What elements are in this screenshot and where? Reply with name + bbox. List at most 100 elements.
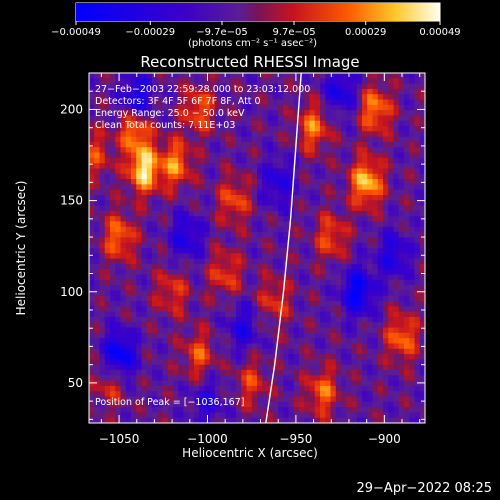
heatmap-cell <box>152 242 158 249</box>
heatmap-cell <box>251 78 258 84</box>
heatmap-cell <box>377 348 384 355</box>
heatmap-cell <box>372 200 379 206</box>
heatmap-cell <box>162 179 169 185</box>
heatmap-cell <box>89 210 95 217</box>
heatmap-cell <box>99 311 106 318</box>
heatmap-cell <box>419 141 426 148</box>
heatmap-cell <box>167 301 174 307</box>
heatmap-cell <box>125 94 132 100</box>
heatmap-cell <box>167 316 174 323</box>
heatmap-cell <box>283 354 289 360</box>
heatmap-cell <box>131 396 137 403</box>
heatmap-cell <box>351 316 358 323</box>
heatmap-cell <box>299 110 305 116</box>
heatmap-cell <box>367 120 373 127</box>
heatmap-cell <box>404 216 410 222</box>
heatmap-cell <box>288 104 295 111</box>
heatmap-cell <box>215 263 221 270</box>
heatmap-cell <box>393 285 400 291</box>
heatmap-cell <box>304 391 310 397</box>
heatmap-cell <box>141 338 148 344</box>
heatmap-cell <box>372 285 379 291</box>
heatmap-cell <box>167 163 174 169</box>
heatmap-cell <box>209 194 216 201</box>
heatmap-cell <box>272 237 279 244</box>
heatmap-cell <box>404 136 410 143</box>
heatmap-cell <box>94 412 100 419</box>
heatmap-cell <box>293 205 300 212</box>
heatmap-cell <box>351 104 358 111</box>
colorbar-swatch <box>226 3 229 21</box>
heatmap-cell <box>262 78 268 84</box>
heatmap-cell <box>419 301 426 307</box>
heatmap-cell <box>152 348 158 355</box>
heatmap-cell <box>110 120 116 127</box>
heatmap-cell <box>157 391 163 397</box>
heatmap-cell <box>372 290 379 297</box>
heatmap-cell <box>120 327 127 334</box>
heatmap-cell <box>320 364 326 371</box>
heatmap-cell <box>141 396 148 403</box>
colorbar-swatch <box>422 3 425 21</box>
heatmap-cell <box>414 327 421 334</box>
heatmap-cell <box>299 311 305 318</box>
heatmap-cell <box>304 269 310 275</box>
heatmap-cell <box>262 88 268 95</box>
heatmap-cell <box>215 369 221 376</box>
colorbar-swatch <box>290 3 293 21</box>
heatmap-cell <box>236 115 242 122</box>
heatmap-cell <box>283 152 289 159</box>
heatmap-cell <box>167 131 174 138</box>
heatmap-cell <box>325 375 331 381</box>
heatmap-cell <box>372 348 379 355</box>
heatmap-cell <box>325 152 331 159</box>
heatmap-cell <box>346 104 352 111</box>
heatmap-cell <box>257 147 263 153</box>
heatmap-cell <box>414 263 421 270</box>
heatmap-cell <box>351 163 358 169</box>
heatmap-cell <box>414 78 421 84</box>
heatmap-cell <box>414 301 421 307</box>
heatmap-cell <box>335 348 342 355</box>
colorbar-swatch <box>202 3 205 21</box>
heatmap-cell <box>283 115 289 122</box>
heatmap-cell <box>146 322 153 328</box>
heatmap-cell <box>178 316 184 323</box>
heatmap-cell <box>89 194 95 201</box>
heatmap-cell <box>141 253 148 259</box>
heatmap-cell <box>356 237 363 244</box>
heatmap-cell <box>115 295 121 302</box>
heatmap-cell <box>246 104 253 111</box>
heatmap-cell <box>346 205 352 212</box>
heatmap-cell <box>356 94 363 100</box>
colorbar-swatch <box>336 3 339 21</box>
heatmap-cell <box>278 332 284 339</box>
heatmap-cell <box>188 99 195 106</box>
heatmap-cell <box>383 83 389 90</box>
heatmap-cell <box>372 173 379 180</box>
heatmap-cell <box>173 168 179 175</box>
heatmap-cell <box>267 88 274 95</box>
heatmap-cell <box>278 274 284 281</box>
heatmap-cell <box>325 306 331 313</box>
heatmap-cell <box>362 242 368 249</box>
heatmap-cell <box>278 263 284 270</box>
heatmap-cell <box>304 290 310 297</box>
heatmap-cell <box>293 78 300 84</box>
heatmap-cell <box>194 279 200 286</box>
heatmap-cell <box>398 253 405 259</box>
heatmap-cell <box>278 301 284 307</box>
heatmap-cell <box>325 417 331 424</box>
y-axis-label: Heliocentric Y (arcsec) <box>14 180 28 316</box>
heatmap-cell <box>136 136 142 143</box>
heatmap-cell <box>283 179 289 185</box>
heatmap-cell <box>351 205 358 212</box>
heatmap-cell <box>320 141 326 148</box>
heatmap-cell <box>209 126 216 132</box>
heatmap-cell <box>272 184 279 191</box>
heatmap-cell <box>178 407 184 413</box>
heatmap-cell <box>388 316 394 323</box>
colorbar-swatch <box>160 3 163 21</box>
heatmap-cell <box>251 242 258 249</box>
heatmap-cell <box>383 274 389 281</box>
